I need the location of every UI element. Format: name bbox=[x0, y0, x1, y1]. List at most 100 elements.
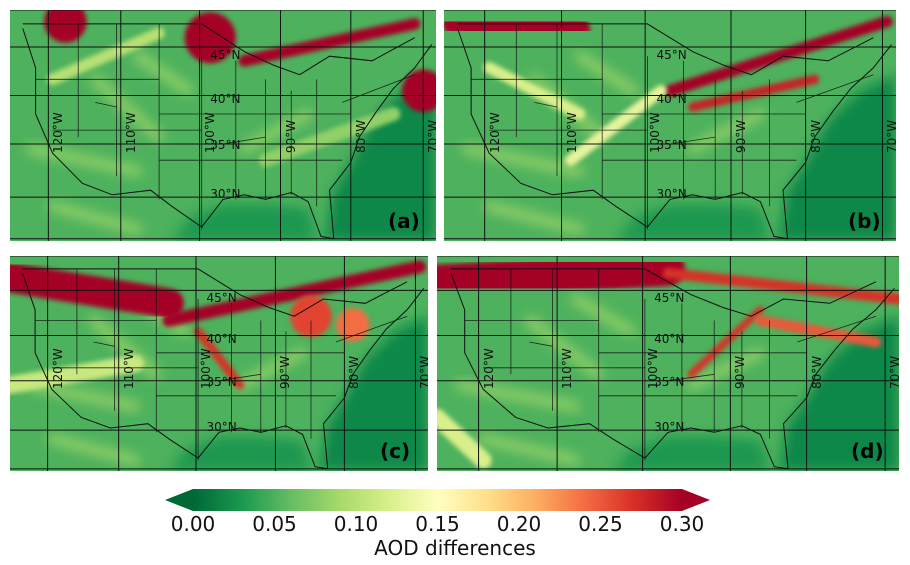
state-boundary bbox=[667, 373, 715, 382]
state-boundary bbox=[93, 341, 115, 347]
latitude-label: 30°N bbox=[654, 420, 685, 434]
state-boundary bbox=[222, 136, 266, 145]
latitude-label: 45°N bbox=[210, 48, 241, 63]
aod-plume bbox=[258, 107, 401, 168]
country-border bbox=[450, 268, 877, 317]
colorbar-tick-label: 0.25 bbox=[578, 512, 623, 536]
longitude-label: 120°W bbox=[487, 112, 502, 154]
colorbar-title: AOD differences bbox=[374, 536, 536, 560]
longitude-label: 80°W bbox=[809, 356, 824, 390]
aod-texture-streak bbox=[574, 51, 639, 96]
colorbar-tick-label: 0.15 bbox=[415, 512, 460, 536]
longitude-label: 120°W bbox=[51, 112, 66, 154]
ocean-region bbox=[778, 316, 899, 471]
coastline bbox=[450, 273, 895, 470]
latitude-label: 40°N bbox=[654, 331, 685, 346]
aod-texture-streak bbox=[46, 433, 141, 466]
latitude-label: 30°N bbox=[206, 420, 237, 434]
longitude-label: 100°W bbox=[202, 112, 217, 154]
aod-texture-streak bbox=[455, 380, 581, 412]
longitude-label: 120°W bbox=[50, 348, 65, 390]
longitude-label: 70°W bbox=[888, 356, 899, 390]
latitude-label: 35°N bbox=[210, 138, 241, 153]
longitude-label: 90°W bbox=[734, 120, 749, 154]
aod-plume bbox=[336, 308, 370, 342]
coastline bbox=[22, 273, 425, 470]
aod-plume bbox=[687, 305, 765, 379]
latitude-label: 45°N bbox=[654, 291, 685, 305]
latitude-label: 40°N bbox=[206, 331, 237, 346]
colorbar-tick-label: 0.00 bbox=[170, 512, 216, 536]
longitude-label: 70°W bbox=[885, 120, 896, 154]
panel-label: (a) bbox=[388, 209, 420, 233]
aod-plume bbox=[401, 69, 436, 113]
state-boundary bbox=[669, 136, 716, 145]
latitude-label: 45°N bbox=[656, 48, 687, 63]
aod-texture-streak bbox=[570, 294, 637, 337]
colorbar-extend-high bbox=[682, 489, 710, 511]
colorbar bbox=[165, 489, 710, 511]
aod-plume bbox=[687, 74, 820, 112]
aod-texture-streak bbox=[478, 433, 581, 466]
aod-plume bbox=[46, 27, 165, 86]
longitude-label: 90°W bbox=[733, 356, 748, 390]
colorbar-extend-low bbox=[165, 489, 193, 511]
country-border bbox=[457, 23, 874, 76]
aod-texture-streak bbox=[461, 143, 585, 177]
aod-texture-streak bbox=[132, 51, 194, 96]
latitude-label: 35°N bbox=[656, 138, 687, 153]
latitude-label: 30°N bbox=[210, 186, 241, 201]
aod-plume bbox=[238, 18, 421, 67]
map-panel-b: 45°N 40°N 35°N 30°N 120°W 110°W 100°W 90°W 80°W 7… bbox=[444, 10, 896, 241]
coastline bbox=[457, 28, 892, 240]
longitude-label: 100°W bbox=[648, 112, 663, 154]
longitude-label: 70°W bbox=[418, 356, 428, 390]
longitude-label: 110°W bbox=[121, 348, 136, 390]
state-boundary bbox=[534, 102, 558, 108]
ocean-region bbox=[325, 74, 436, 241]
aod-plume bbox=[755, 315, 882, 348]
panel-label: (c) bbox=[380, 439, 411, 463]
map-panel-d: 45°N 40°N 35°N 30°N 120°W 110°W 100°W 90°W 80°W 7… bbox=[437, 256, 899, 471]
colorbar-tick-label: 0.10 bbox=[333, 512, 379, 536]
aod-texture-streak bbox=[90, 74, 165, 143]
map-canvas bbox=[10, 10, 436, 241]
latitude-label: 35°N bbox=[206, 374, 237, 389]
state-boundary bbox=[529, 341, 553, 347]
longitude-label: 110°W bbox=[123, 112, 138, 154]
colorbar-tick-label: 0.05 bbox=[252, 512, 297, 536]
state-boundary bbox=[218, 373, 261, 382]
aod-plume bbox=[437, 408, 492, 469]
longitude-label: 100°W bbox=[645, 348, 660, 390]
longitude-label: 80°W bbox=[808, 120, 823, 154]
aod-texture-streak bbox=[26, 143, 143, 177]
aod-texture-streak bbox=[686, 347, 766, 390]
colorbar-tick-label: 0.30 bbox=[659, 512, 705, 536]
longitude-label: 80°W bbox=[347, 356, 362, 390]
longitude-label: 90°W bbox=[283, 120, 298, 154]
latitude-label: 45°N bbox=[206, 291, 237, 305]
longitude-label: 90°W bbox=[278, 356, 293, 390]
longitude-label: 100°W bbox=[199, 348, 213, 390]
longitude-label: 120°W bbox=[481, 348, 496, 390]
aod-texture-streak bbox=[687, 108, 766, 154]
panel-label: (b) bbox=[848, 209, 881, 233]
map-panel-a: 45°N 40°N 35°N 30°N 120°W 110°W 100°W 90°W 80°W 7… bbox=[10, 10, 436, 241]
aod-texture-streak bbox=[524, 315, 604, 380]
aod-texture-streak bbox=[25, 380, 141, 412]
aod-texture-streak bbox=[47, 201, 143, 235]
colorbar-tick-label: 0.20 bbox=[496, 512, 542, 536]
map-panel-c: 45°N 40°N 35°N 30°N 120°W 110°W 100°W 90°W 80°W 7… bbox=[10, 256, 428, 471]
aod-texture-streak bbox=[234, 347, 308, 390]
aod-plume bbox=[162, 260, 427, 327]
aod-plume bbox=[184, 12, 236, 64]
map-canvas bbox=[437, 256, 899, 471]
longitude-label: 110°W bbox=[564, 112, 579, 154]
aod-plume bbox=[193, 326, 245, 390]
aod-plume bbox=[290, 295, 332, 338]
latitude-label: 40°N bbox=[210, 92, 241, 107]
panel-label: (d) bbox=[851, 439, 884, 463]
longitude-label: 80°W bbox=[353, 120, 368, 154]
ocean-region bbox=[319, 316, 428, 471]
coastline bbox=[22, 28, 433, 240]
